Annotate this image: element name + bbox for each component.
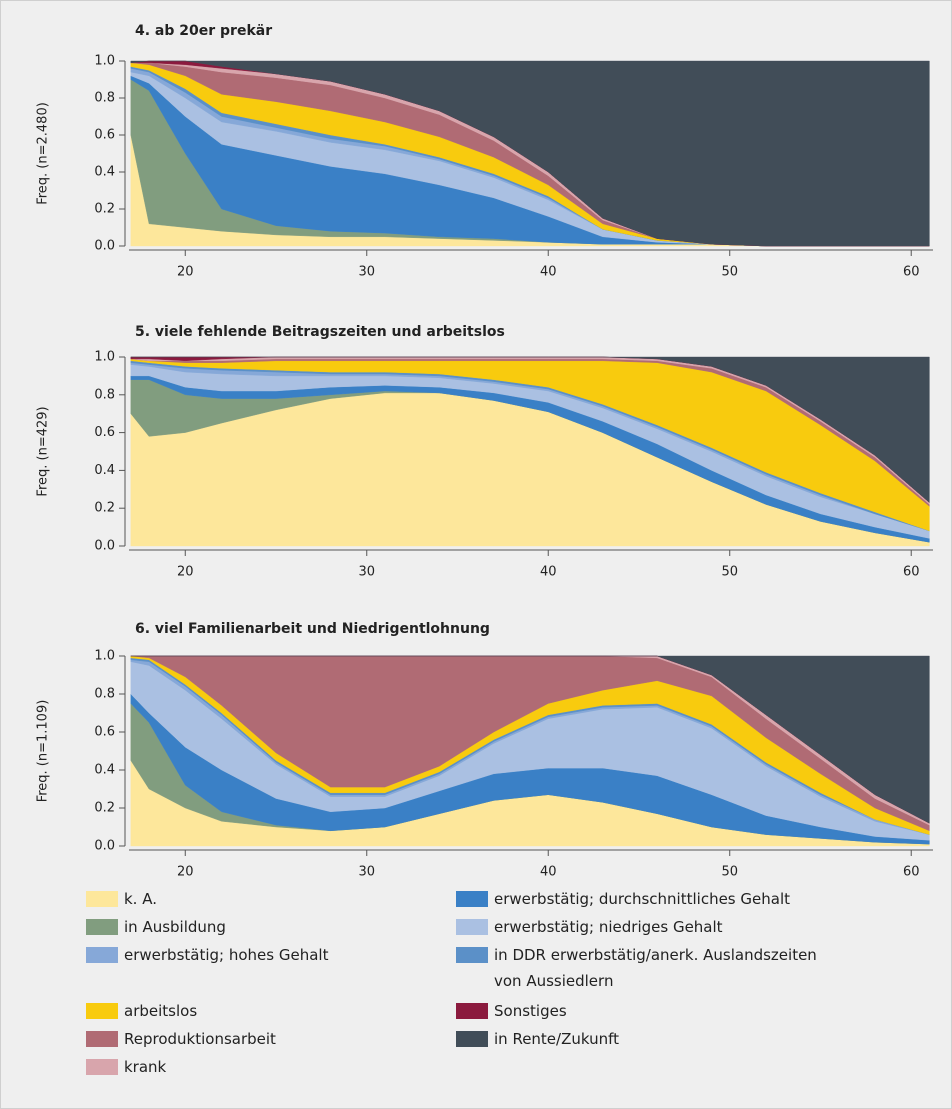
legend-swatch [456,1003,488,1019]
y-tick-label: 0.4 [94,463,115,478]
legend-swatch [456,1031,488,1047]
y-tick-label: 0.8 [94,687,115,702]
legend-swatch [86,1059,118,1075]
legend-label: in Ausbildung [124,918,226,936]
legend-label: in DDR erwerbstätig/anerk. Auslandszeite… [494,946,817,990]
legend-item: k. A. [86,886,464,912]
legend-label: erwerbstätig; niedriges Gehalt [494,918,723,936]
x-tick-label: 20 [177,865,194,880]
legend-label: in Rente/Zukunft [494,1030,620,1048]
legend-swatch [86,891,118,907]
x-tick-label: 50 [721,565,738,580]
y-tick-label: 0.0 [94,239,115,254]
area [130,655,930,824]
legend-item: in DDR erwerbstätig/anerk. Auslandszeite… [456,942,834,994]
legend-label: erwerbstätig; hohes Gehalt [124,946,329,964]
x-tick-label: 50 [721,265,738,280]
y-tick-label: 0.4 [94,165,115,180]
x-tick-label: 30 [358,565,375,580]
legend-label: k. A. [124,890,157,908]
charts: 4. ab 20er prekär Freq. (n=2.480) 0.0 0.2 0.… [36,23,933,880]
legend-swatch [456,919,488,935]
y-tick-label: 1.0 [94,649,115,664]
legend-item: in Rente/Zukunft [456,1026,834,1052]
x-tick-label: 20 [177,565,194,580]
area [130,356,930,503]
y-tick-label: 0.0 [94,839,115,854]
legend-swatch [86,1003,118,1019]
x-tick-label: 30 [358,865,375,880]
y-tick-label: 0.0 [94,539,115,554]
legend-item: erwerbstätig; niedriges Gehalt [456,914,834,940]
chart-title: 6. viel Familienarbeit und Niedrigentloh… [135,621,490,637]
x-tick-label: 60 [903,265,920,280]
chart-title: 4. ab 20er prekär [135,23,272,39]
x-tick-label: 40 [540,565,557,580]
x-tick-label: 30 [358,265,375,280]
x-tick-label: 40 [540,265,557,280]
legend-item: erwerbstätig; hohes Gehalt [86,942,464,968]
y-tick-label: 0.8 [94,387,115,402]
legend-swatch [456,891,488,907]
y-tick-label: 0.6 [94,425,115,440]
area [130,60,930,247]
y-tick-label: 0.6 [94,725,115,740]
y-axis-label: Freq. (n=2.480) [36,102,51,205]
y-tick-label: 0.8 [94,91,115,106]
y-tick-label: 0.2 [94,801,115,816]
x-tick-label: 60 [903,865,920,880]
legend-item: in Ausbildung [86,914,464,940]
x-tick-label: 40 [540,865,557,880]
legend-swatch [456,947,488,963]
legend-item: Reproduktionsarbeit [86,1026,464,1052]
y-axis-label: Freq. (n=1.109) [36,700,51,803]
legend-swatch [86,919,118,935]
legend-item: Sonstiges [456,998,834,1024]
legend-label: Sonstiges [494,1002,567,1020]
y-tick-label: 0.2 [94,501,115,516]
legend-swatch [86,1031,118,1047]
y-tick-label: 1.0 [94,54,115,69]
chart-title: 5. viele fehlende Beitragszeiten und arb… [135,324,505,340]
y-tick-label: 0.6 [94,128,115,143]
legend-item: arbeitslos [86,998,464,1024]
y-tick-label: 0.4 [94,763,115,778]
y-tick-label: 1.0 [94,350,115,365]
legend-label: Reproduktionsarbeit [124,1030,276,1048]
x-tick-label: 60 [903,565,920,580]
legend-item: krank [86,1054,464,1080]
y-tick-label: 0.2 [94,202,115,217]
x-tick-label: 20 [177,265,194,280]
legend-item: erwerbstätig; durchschnittliches Gehalt [456,886,834,912]
y-axis-label: Freq. (n=429) [36,406,51,496]
x-tick-label: 50 [721,865,738,880]
legend-label: erwerbstätig; durchschnittliches Gehalt [494,890,790,908]
legend-swatch [86,947,118,963]
legend-label: arbeitslos [124,1002,198,1020]
legend-label: krank [124,1058,167,1076]
